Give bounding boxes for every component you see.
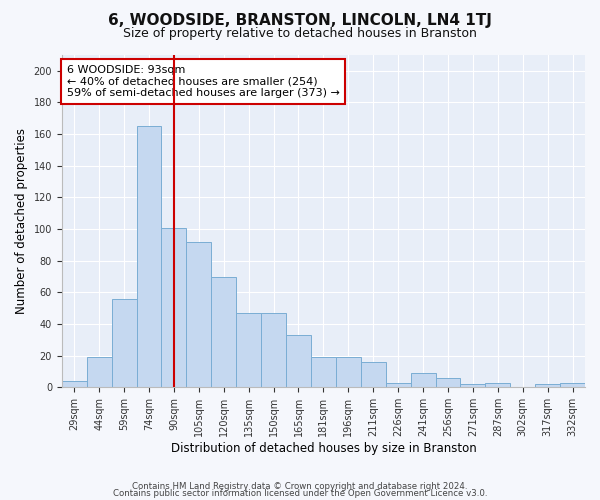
Bar [62,381,86,388]
Text: Contains HM Land Registry data © Crown copyright and database right 2024.: Contains HM Land Registry data © Crown c… [132,482,468,491]
Bar [410,373,436,388]
Bar [460,384,485,388]
Text: Contains public sector information licensed under the Open Government Licence v3: Contains public sector information licen… [113,489,487,498]
Y-axis label: Number of detached properties: Number of detached properties [15,128,28,314]
Bar [336,358,361,388]
Bar [112,298,137,388]
Bar [436,378,460,388]
Bar [560,382,585,388]
Bar [386,382,410,388]
Bar [261,313,286,388]
Bar [137,126,161,388]
Bar [236,313,261,388]
Bar [161,228,187,388]
Text: 6, WOODSIDE, BRANSTON, LINCOLN, LN4 1TJ: 6, WOODSIDE, BRANSTON, LINCOLN, LN4 1TJ [108,12,492,28]
Text: 6 WOODSIDE: 93sqm
← 40% of detached houses are smaller (254)
59% of semi-detache: 6 WOODSIDE: 93sqm ← 40% of detached hous… [67,65,340,98]
Bar [311,358,336,388]
Bar [485,382,510,388]
Bar [211,276,236,388]
Bar [361,362,386,388]
Bar [187,242,211,388]
Text: Size of property relative to detached houses in Branston: Size of property relative to detached ho… [123,28,477,40]
Bar [535,384,560,388]
Bar [286,335,311,388]
Bar [86,358,112,388]
X-axis label: Distribution of detached houses by size in Branston: Distribution of detached houses by size … [170,442,476,455]
